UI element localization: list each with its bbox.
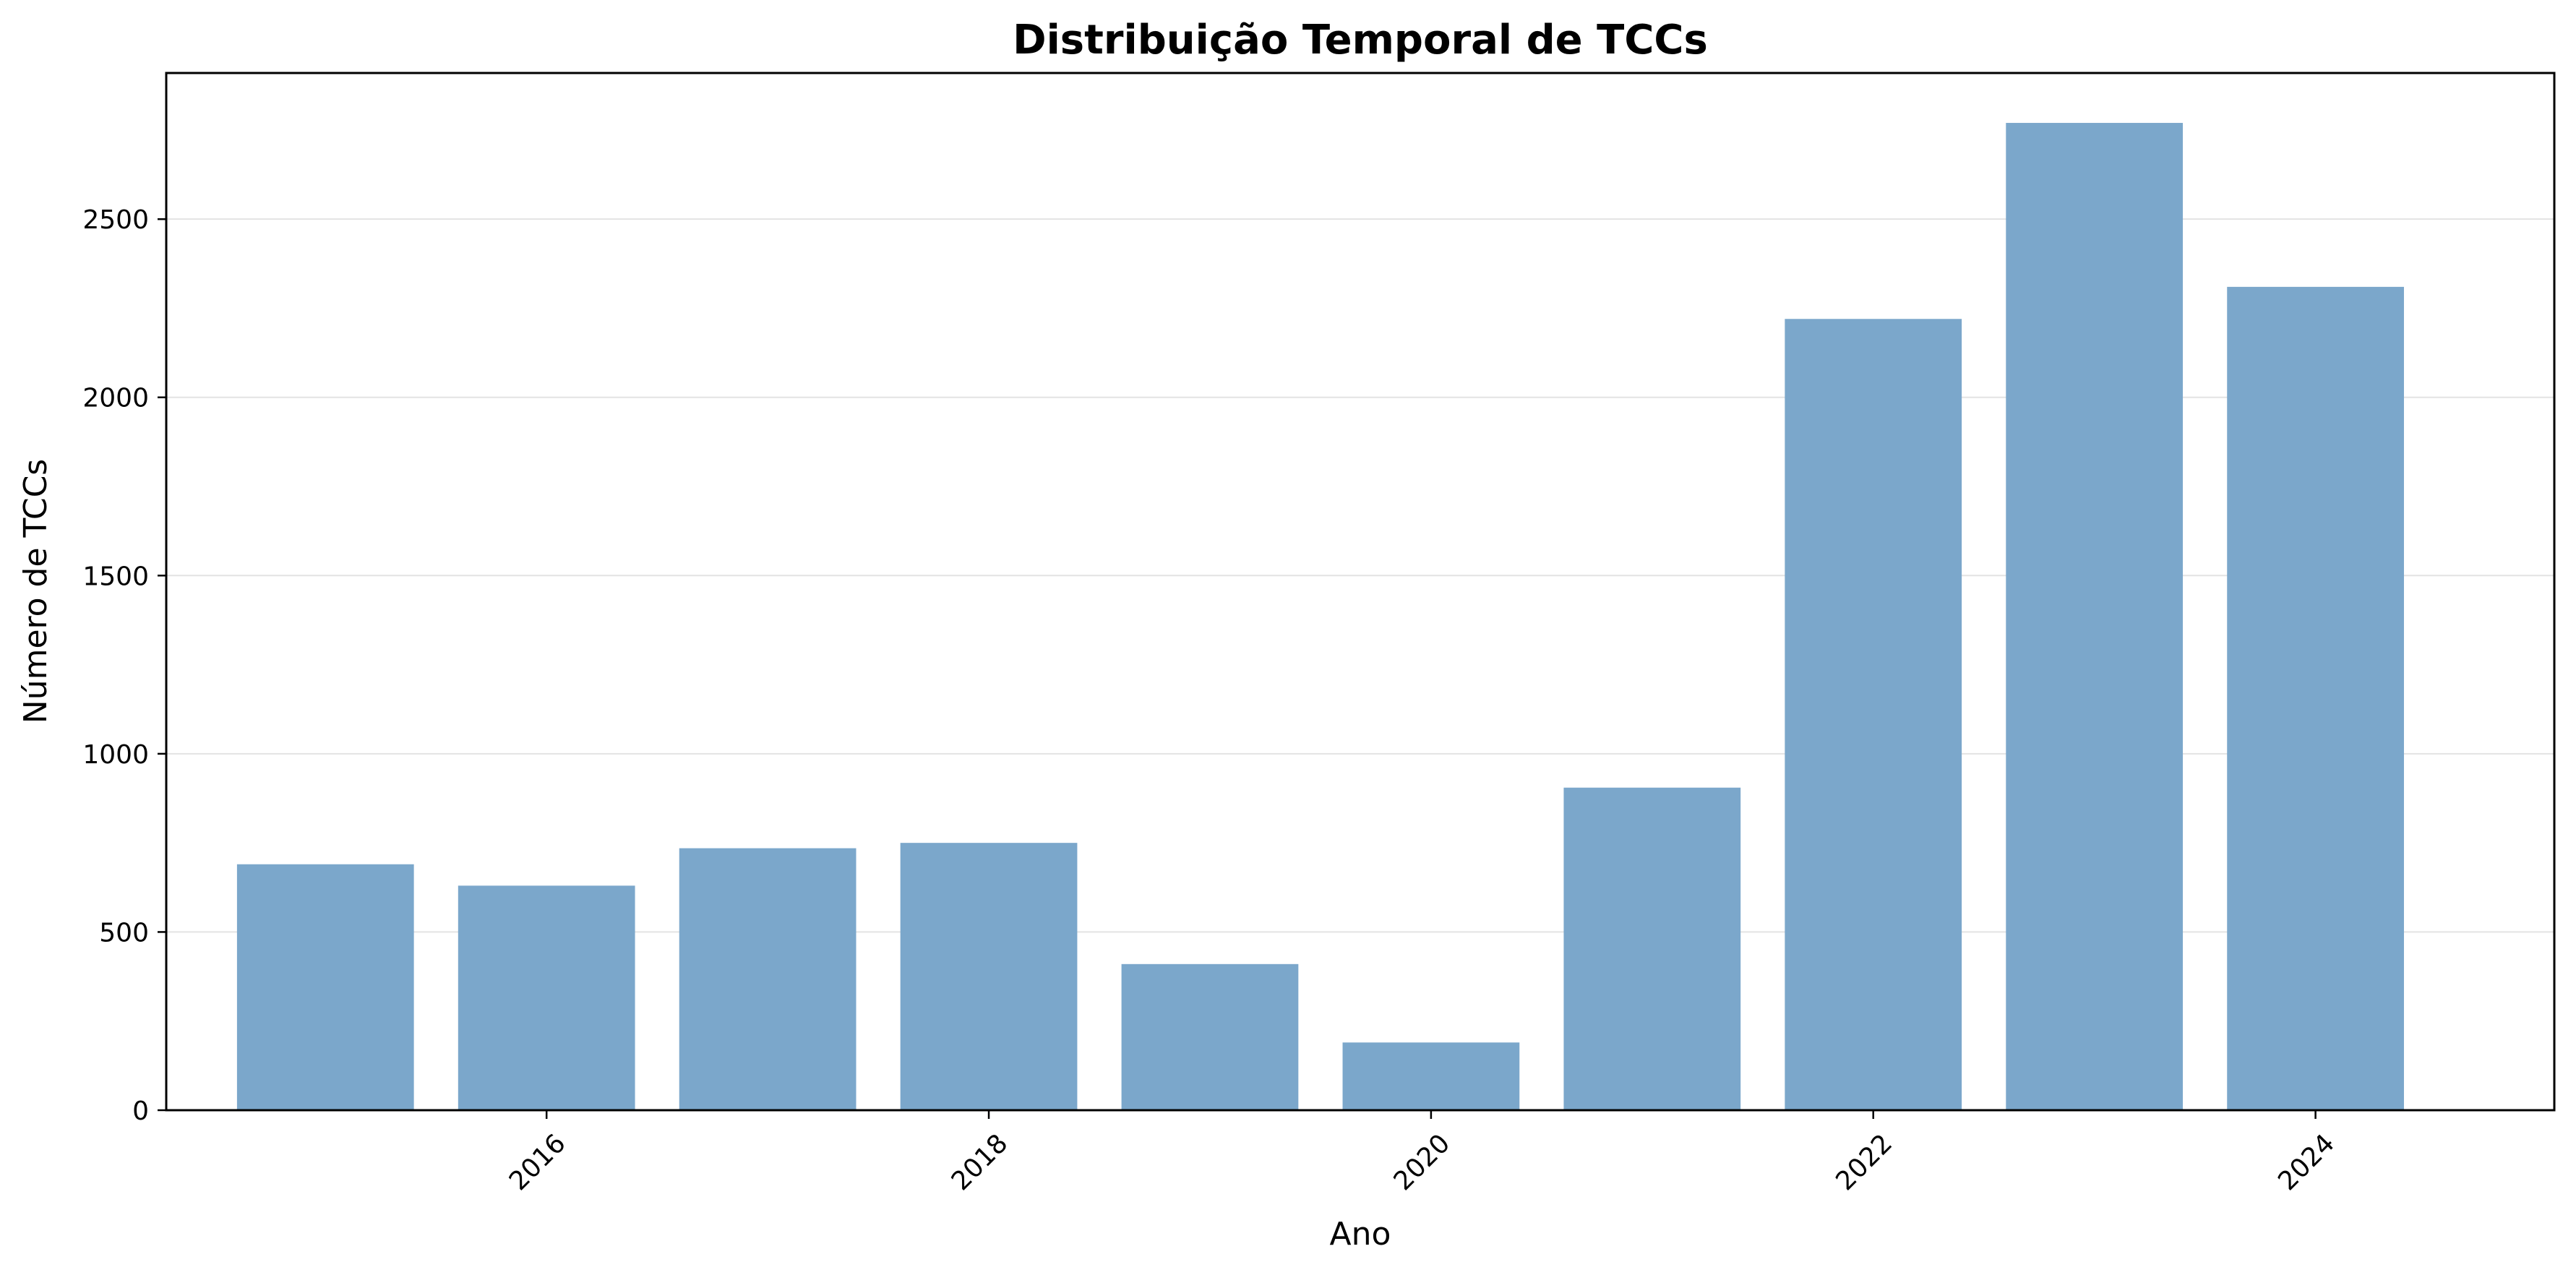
bar-2016 (458, 885, 635, 1110)
bar-series (236, 123, 2404, 1111)
y-tick-label: 1500 (82, 562, 149, 591)
bar-2019 (1121, 963, 1299, 1110)
chart-title: Distribuição Temporal de TCCs (1013, 17, 1708, 64)
plot-frame (165, 72, 2556, 1112)
bar-2017 (679, 848, 856, 1110)
y-tick-label: 2500 (82, 205, 149, 235)
bar-2022 (1785, 319, 1962, 1111)
bar-2024 (2227, 286, 2404, 1111)
y-tick-label: 1000 (82, 740, 149, 770)
y-axis-label: Número de TCCs (17, 459, 54, 724)
y-tick-label: 0 (132, 1096, 149, 1126)
bar-2021 (1563, 787, 1741, 1110)
x-axis-label: Ano (1330, 1216, 1391, 1253)
bar-2023 (2006, 123, 2184, 1110)
y-tick-label: 2000 (82, 384, 149, 413)
y-axis-ticks: 0 500 1000 1500 2000 2500 (82, 205, 166, 1126)
y-tick-label: 500 (99, 918, 149, 948)
bar-2015 (236, 864, 414, 1110)
bar-2018 (900, 843, 1078, 1110)
bar-2020 (1342, 1042, 1520, 1110)
